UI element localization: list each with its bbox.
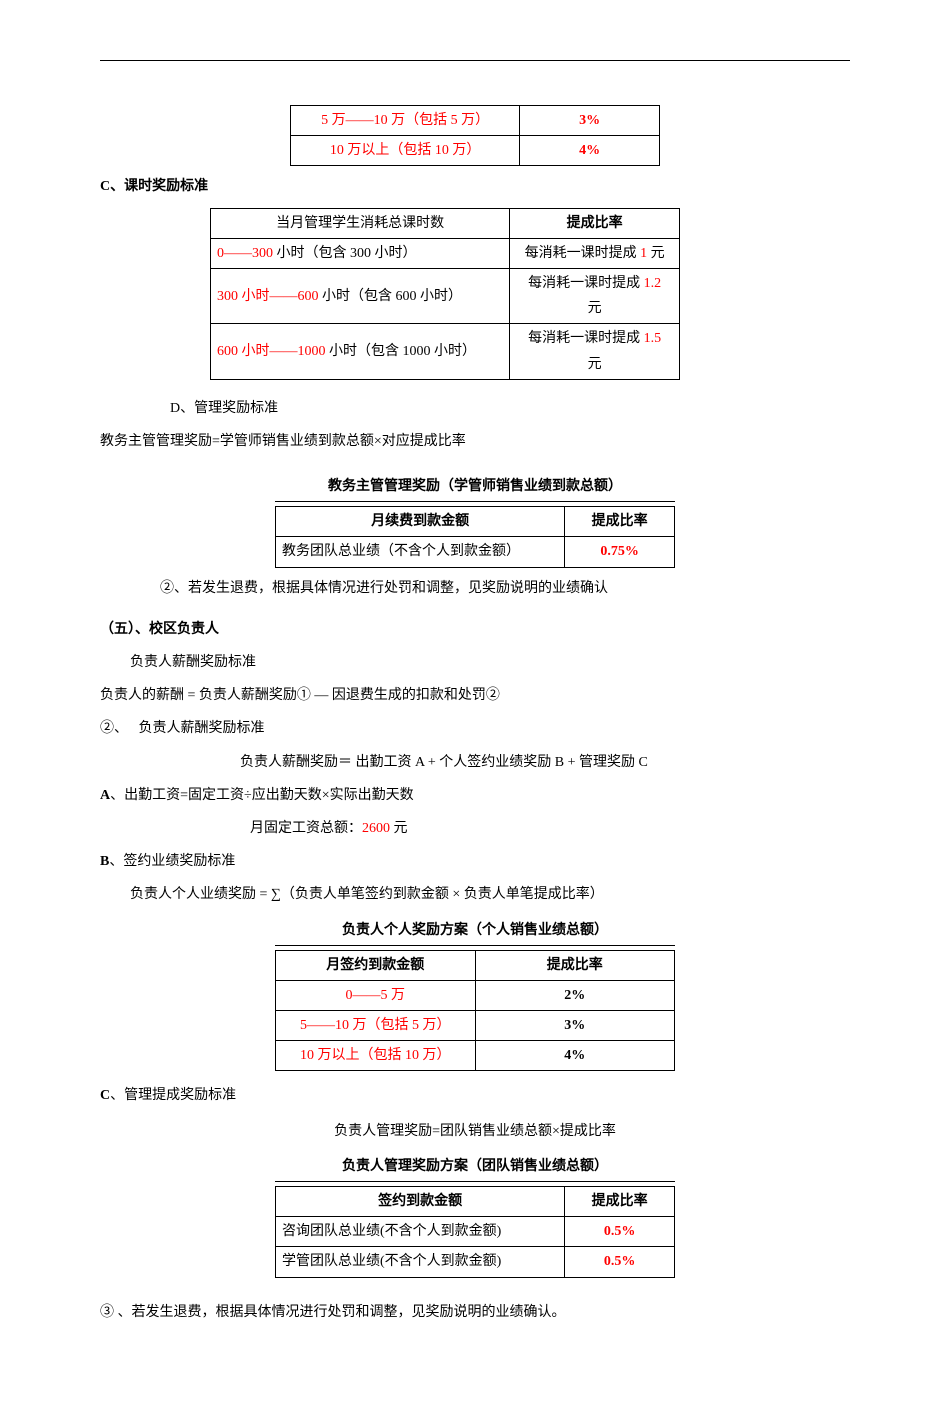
note-3: ③ 、若发生退费，根据具体情况进行处罚和调整，见奖励说明的业绩确认。 bbox=[100, 1300, 850, 1325]
section-5-b: B、签约业绩奖励标准 bbox=[100, 849, 850, 874]
tier-prefix: 300 小时——600 bbox=[217, 289, 319, 304]
col-header: 提成比率 bbox=[565, 507, 675, 537]
col-header: 提成比率 bbox=[475, 950, 675, 980]
rate-suffix: 元 bbox=[647, 246, 665, 261]
tier-label: 10 万以上（包括 10 万） bbox=[300, 1048, 451, 1063]
note-2: ②、若发生退费，根据具体情况进行处罚和调整，见奖励说明的业绩确认 bbox=[160, 576, 850, 601]
rate-value: 0.5% bbox=[604, 1254, 636, 1269]
rate-table-1: 5 万——10 万（包括 5 万） 3% 10 万以上（包括 10 万） 4% bbox=[290, 105, 660, 166]
table-cell: 10 万以上（包括 10 万） bbox=[291, 136, 520, 166]
section-5-b-formula: 负责人个人业绩奖励 = ∑（负责人单笔签约到款金额 × 负责人单笔提成比率） bbox=[130, 882, 850, 907]
tier-label: 0——5 万 bbox=[346, 988, 406, 1003]
a-sub-suffix: 元 bbox=[390, 821, 408, 836]
section-d-title: D、管理奖励标准 bbox=[170, 396, 850, 421]
table5-caption: 负责人管理奖励方案（团队销售业绩总额） bbox=[100, 1154, 850, 1179]
hours-reward-table: 当月管理学生消耗总课时数 提成比率 0——300 小时（包含 300 小时） 每… bbox=[210, 208, 680, 380]
table-cell: 每消耗一课时提成 1 元 bbox=[510, 238, 680, 268]
col-header: 当月管理学生消耗总课时数 bbox=[211, 208, 510, 238]
a-sub-val: 2600 bbox=[362, 821, 390, 836]
section-5-sub: 负责人薪酬奖励标准 bbox=[130, 650, 850, 675]
section-d-formula: 教务主管管理奖励=学管师销售业绩到款总额×对应提成比率 bbox=[100, 429, 850, 454]
table-cell: 教务团队总业绩（不含个人到款金额） bbox=[276, 537, 565, 567]
rate-val: 1.2 bbox=[644, 276, 662, 291]
tier-label: 5——10 万（包括 5 万） bbox=[300, 1018, 451, 1033]
table-cell: 4% bbox=[520, 136, 660, 166]
col-header: 月签约到款金额 bbox=[276, 950, 476, 980]
table-cell: 3% bbox=[520, 106, 660, 136]
table-cell: 0——300 小时（包含 300 小时） bbox=[211, 238, 510, 268]
table-cell: 每消耗一课时提成 1.2 元 bbox=[510, 268, 680, 323]
caption-underline bbox=[275, 501, 675, 502]
col-header: 签约到款金额 bbox=[276, 1187, 565, 1217]
tier-label: 10 万以上（包括 10 万） bbox=[330, 143, 481, 158]
rate-value: 0.5% bbox=[604, 1224, 636, 1239]
table-cell: 学管团队总业绩(不含个人到款金额) bbox=[276, 1247, 565, 1277]
section-5-a: A、出勤工资=固定工资÷应出勤天数×实际出勤天数 bbox=[100, 783, 850, 808]
table-cell: 每消耗一课时提成 1.5 元 bbox=[510, 324, 680, 379]
table4-caption: 负责人个人奖励方案（个人销售业绩总额） bbox=[100, 918, 850, 943]
section-5-line3: 负责人薪酬奖励＝ 出勤工资 A + 个人签约业绩奖励 B + 管理奖励 C bbox=[240, 750, 850, 775]
section-c-title: C、课时奖励标准 bbox=[100, 174, 850, 199]
table-cell: 0.5% bbox=[565, 1217, 675, 1247]
table-cell: 5 万——10 万（包括 5 万） bbox=[291, 106, 520, 136]
table-cell: 4% bbox=[475, 1041, 675, 1071]
table-cell: 0.75% bbox=[565, 537, 675, 567]
a-sub-prefix: 月固定工资总额： bbox=[250, 821, 362, 836]
tier-label: 5 万——10 万（包括 5 万） bbox=[321, 113, 489, 128]
table-cell: 5——10 万（包括 5 万） bbox=[276, 1011, 476, 1041]
tier-suffix: 小时（包含 1000 小时） bbox=[326, 344, 477, 359]
col-header: 提成比率 bbox=[565, 1187, 675, 1217]
rate-value: 3% bbox=[579, 113, 600, 128]
tier-prefix: 600 小时——1000 bbox=[217, 344, 326, 359]
personal-reward-table: 月签约到款金额 提成比率 0——5 万 2% 5——10 万（包括 5 万） 3… bbox=[275, 950, 675, 1072]
section-5-a-sub: 月固定工资总额：2600 元 bbox=[250, 816, 850, 841]
table-cell: 0.5% bbox=[565, 1247, 675, 1277]
col-header: 月续费到款金额 bbox=[276, 507, 565, 537]
table3-caption: 教务主管管理奖励（学管师销售业绩到款总额） bbox=[100, 474, 850, 499]
rate-value: 4% bbox=[579, 143, 600, 158]
caption-underline bbox=[275, 1181, 675, 1182]
team-reward-table: 签约到款金额 提成比率 咨询团队总业绩(不含个人到款金额) 0.5% 学管团队总… bbox=[275, 1186, 675, 1278]
document-page: 5 万——10 万（包括 5 万） 3% 10 万以上（包括 10 万） 4% … bbox=[100, 60, 850, 1325]
rate-suffix: 元 bbox=[588, 301, 602, 316]
rate-val: 1.5 bbox=[644, 331, 662, 346]
section-5-title: （五）、校区负责人 bbox=[100, 617, 850, 642]
rate-prefix: 每消耗一课时提成 bbox=[525, 246, 641, 261]
table-cell: 2% bbox=[475, 980, 675, 1010]
rate-value: 2% bbox=[564, 988, 585, 1003]
rate-value: 4% bbox=[564, 1048, 585, 1063]
section-5-line1: 负责人的薪酬 = 负责人薪酬奖励① — 因退费生成的扣款和处罚② bbox=[100, 683, 850, 708]
tier-prefix: 0——300 bbox=[217, 246, 273, 261]
tier-suffix: 小时（包含 300 小时） bbox=[273, 246, 417, 261]
table-cell: 300 小时——600 小时（包含 600 小时） bbox=[211, 268, 510, 323]
tier-suffix: 小时（包含 600 小时） bbox=[319, 289, 463, 304]
section-5-c: C、管理提成奖励标准 bbox=[100, 1083, 850, 1108]
section-5-line2: ②、 负责人薪酬奖励标准 bbox=[100, 716, 850, 741]
table-cell: 3% bbox=[475, 1011, 675, 1041]
table-cell: 10 万以上（包括 10 万） bbox=[276, 1041, 476, 1071]
rate-suffix: 元 bbox=[588, 357, 602, 372]
rate-value: 0.75% bbox=[600, 544, 639, 559]
table-cell: 600 小时——1000 小时（包含 1000 小时） bbox=[211, 324, 510, 379]
line2-text: 负责人薪酬奖励标准 bbox=[139, 721, 265, 736]
caption-underline bbox=[275, 945, 675, 946]
table-cell: 0——5 万 bbox=[276, 980, 476, 1010]
table-cell: 咨询团队总业绩(不含个人到款金额) bbox=[276, 1217, 565, 1247]
rate-prefix: 每消耗一课时提成 bbox=[528, 331, 644, 346]
rate-prefix: 每消耗一课时提成 bbox=[528, 276, 644, 291]
section-5-c-formula: 负责人管理奖励=团队销售业绩总额×提成比率 bbox=[100, 1119, 850, 1144]
rate-value: 3% bbox=[564, 1018, 585, 1033]
line2-label: ②、 bbox=[100, 721, 128, 736]
col-header: 提成比率 bbox=[510, 208, 680, 238]
management-reward-table: 月续费到款金额 提成比率 教务团队总业绩（不含个人到款金额） 0.75% bbox=[275, 506, 675, 567]
